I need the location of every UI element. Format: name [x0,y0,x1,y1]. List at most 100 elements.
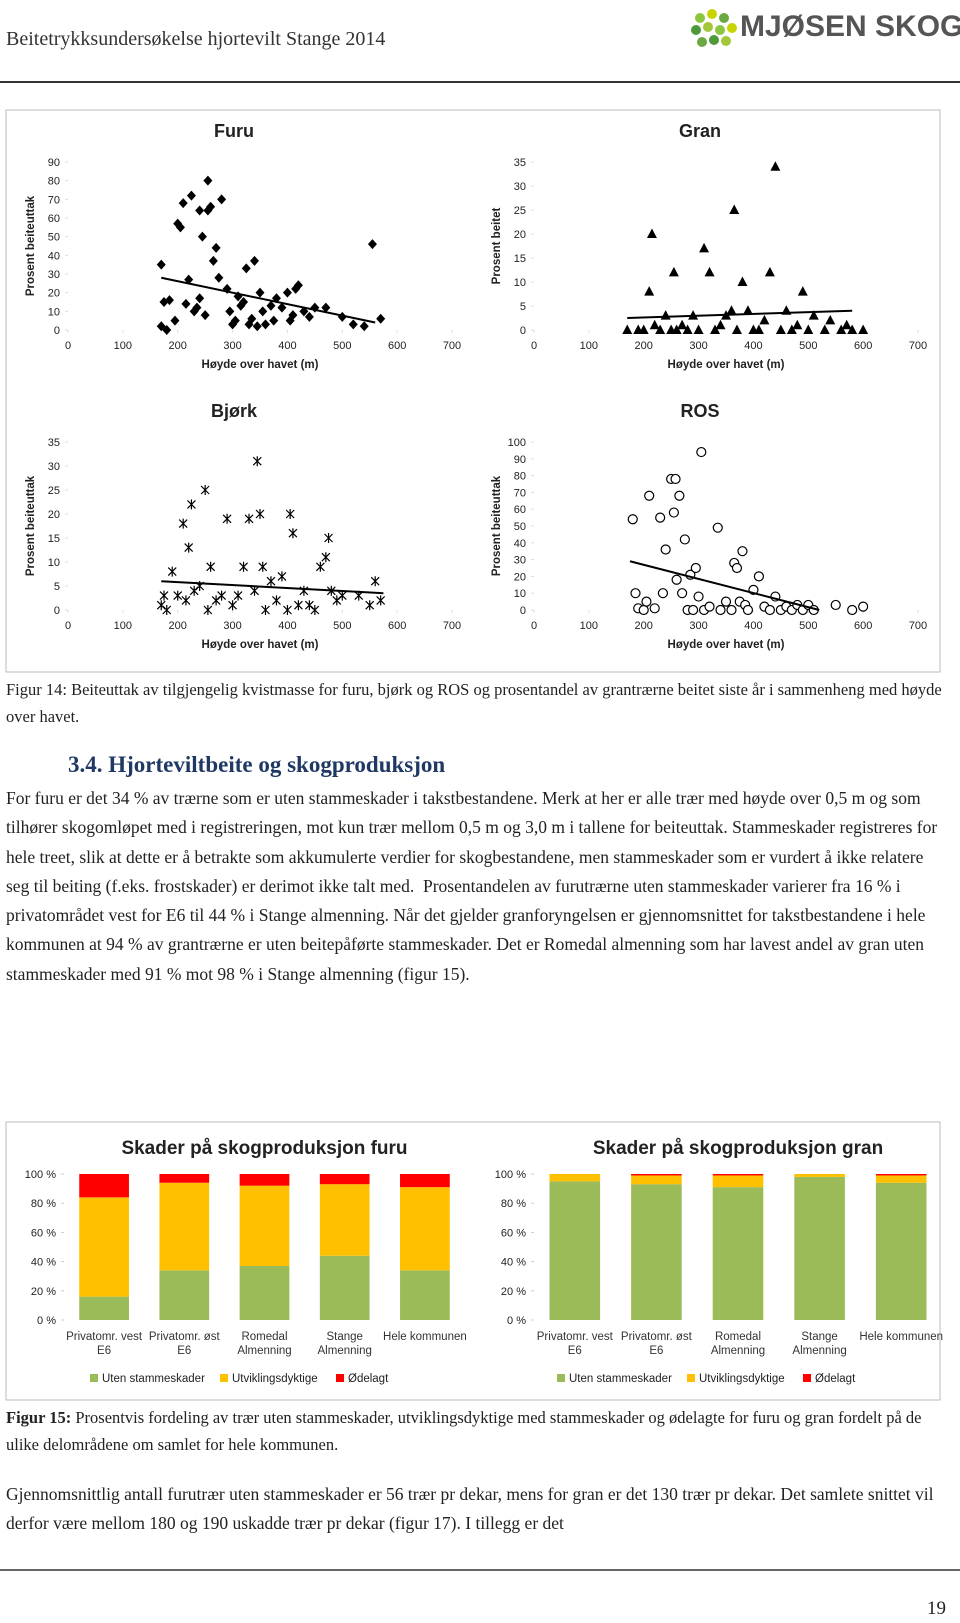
point [808,310,819,320]
x-tick-label: 600 [854,340,872,352]
point [321,552,331,563]
caption-text: Beiteuttak av tilgjengelig kvistmasse fo… [6,680,942,726]
point [376,313,386,324]
x-axis-label: Høyde over havet (m) [202,639,319,651]
point [819,324,830,334]
trend-line [627,309,853,319]
point [641,596,652,607]
x-tick-label: 400 [744,620,762,632]
point [688,310,699,320]
point [258,306,268,317]
point [164,295,174,306]
y-tick-label: 35 [48,437,60,449]
x-tick-label: 300 [689,340,707,352]
point [239,297,249,307]
point [250,585,259,596]
section-title: Hjorteviltbeite og skogproduksjon [108,752,446,777]
point [682,324,693,334]
y-tick-label: 0 [520,605,526,617]
point [858,324,869,334]
point [250,255,260,266]
point [203,175,213,186]
x-tick-label: 100 [580,620,598,632]
point [244,513,254,524]
point [367,239,377,250]
point [304,311,314,322]
x-tick-label: Privatomr. øst E6 [148,1331,220,1357]
y-tick-label: 80 % [31,1198,56,1210]
figure-frame [5,1121,941,1401]
chart-title: Gran [679,121,721,141]
bar-segment [239,1265,290,1320]
chart-title: Skader på skogproduksjon gran [593,1138,883,1159]
y-tick-label: 10 [48,557,60,569]
figure-caption: Figur 15: Prosentvis fordeling av trær u… [6,1404,950,1458]
point [200,485,210,495]
point [217,590,227,601]
point [181,298,191,309]
point [272,595,281,606]
point [285,509,295,519]
x-tick-label: 500 [333,620,351,632]
point [644,490,655,501]
y-axis-label: Prosent beiteuttak [25,195,37,296]
point [370,576,380,587]
y-tick-label: 30 [514,555,526,567]
point [677,319,688,330]
point [753,324,764,334]
bar-segment [319,1174,370,1185]
point [670,473,681,485]
x-tick-label: Romedal Almenning [237,1331,292,1357]
y-tick-label: 40 [48,250,60,262]
point [657,588,669,599]
caption-label: Figur 15: [6,1408,72,1427]
point [225,306,235,317]
logo-mark [691,9,737,47]
point [211,595,221,606]
y-tick-label: 25 [514,205,526,217]
point [775,324,786,334]
point [668,507,679,518]
paragraph: For furu er det 34 % av trærne som er ut… [6,788,942,984]
header-title: Beitetrykksundersøkelse hjortevilt Stang… [6,28,386,50]
point [770,161,781,171]
point [247,313,257,324]
x-tick-label: Privatomr. vest E6 [536,1331,613,1357]
point [304,600,314,611]
y-axis-label: Prosent beiteuttak [25,475,37,576]
bar-segment [712,1187,764,1320]
chart-title: ROS [680,401,719,421]
point [162,325,172,335]
bar-segment [712,1175,764,1188]
x-tick-label: 100 [580,340,598,352]
legend-swatch [803,1374,811,1382]
x-tick-label: Hele kommunen [859,1331,944,1343]
x-tick-label: 700 [909,340,927,352]
x-tick-label: 500 [799,620,817,632]
point [365,600,375,611]
y-tick-label: 100 % [495,1169,526,1181]
x-tick-label: 0 [531,620,537,632]
section-number: 3.4. [68,752,103,777]
legend-label: Ødelagt [815,1373,856,1385]
y-tick-label: 90 [514,454,526,466]
chart-title: Skader på skogproduksjon furu [121,1138,407,1159]
point [337,590,347,601]
section-heading: 3.4. Hjorteviltbeite og skogproduksjon [68,752,445,778]
y-tick-label: 20 [48,288,60,300]
point [687,604,699,616]
x-tick-label: 300 [223,620,241,632]
point [858,601,869,612]
point [233,590,243,601]
legend-swatch [336,1374,344,1382]
legend-label: Utviklingsdyktige [232,1373,318,1385]
point [159,590,169,601]
y-tick-label: 80 [48,176,60,188]
y-tick-label: 60 % [501,1227,526,1239]
bar-segment [319,1184,370,1256]
point [282,287,292,298]
x-tick-label: 400 [278,620,296,632]
bar-segment [239,1174,290,1186]
point [156,259,166,270]
bar-segment [631,1174,682,1176]
